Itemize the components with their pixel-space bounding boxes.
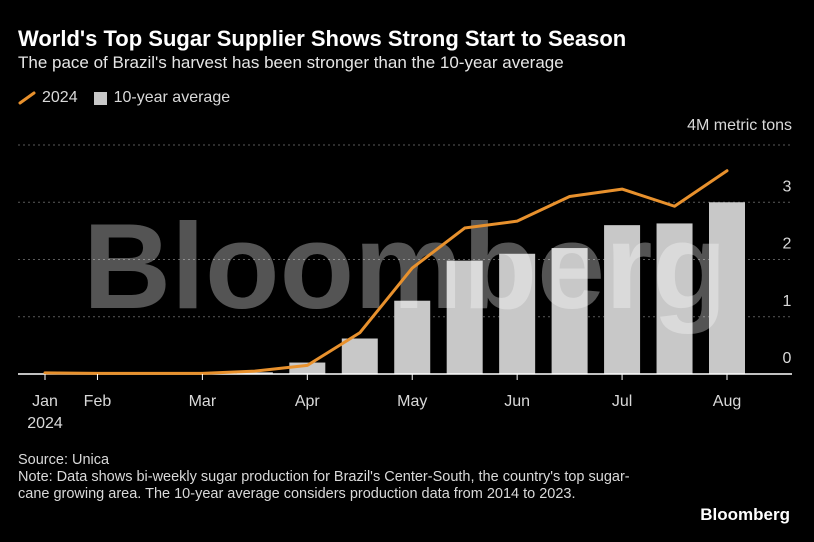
x-tick-label: Jul [612,393,632,410]
y-tick-label: 1 [783,293,792,310]
bar [236,372,273,374]
x-tick-label: Mar [189,393,217,410]
legend-bar-icon [93,91,107,105]
y-tick-label: 0 [783,350,792,367]
bar [709,202,745,374]
x-tick-label: Aug [713,393,741,410]
chart-subtitle: The pace of Brazil's harvest has been st… [18,53,564,72]
bar [394,300,431,374]
legend-line-icon [18,91,36,105]
source-note: Source: Unica [18,452,110,468]
x-tick-label: Feb [84,393,112,410]
bar [499,253,536,374]
bloomberg-logo: Bloomberg [700,505,790,524]
legend-item-2024: 2024 [18,89,78,107]
footer: Source: Unica Note: Data shows bi-weekly… [18,452,638,503]
bar [656,223,693,374]
y-axis-units: 4M metric tons [687,117,792,134]
legend-label-average: 10-year average [113,89,231,106]
bar [604,225,641,374]
x-tick-label: Jan [32,393,58,410]
methodology-note: Note: Data shows bi-weekly sugar product… [18,469,630,502]
x-tick-label: Apr [295,393,321,410]
legend: 2024 10-year average [18,89,246,107]
x-tick-label: Jun [504,393,530,410]
y-tick-label: 3 [783,178,792,195]
y-tick-label: 2 [783,236,792,253]
x-year-label: 2024 [27,415,63,432]
bar [341,338,378,374]
bar [551,248,588,374]
legend-item-average: 10-year average [93,89,231,107]
bar [446,260,483,374]
chart-title: World's Top Sugar Supplier Shows Strong … [18,26,627,51]
bar [289,362,326,374]
series-line-2024 [43,169,729,375]
x-tick-label: May [397,393,427,410]
watermark: Bloomberg [83,198,727,334]
legend-label-2024: 2024 [42,89,78,106]
